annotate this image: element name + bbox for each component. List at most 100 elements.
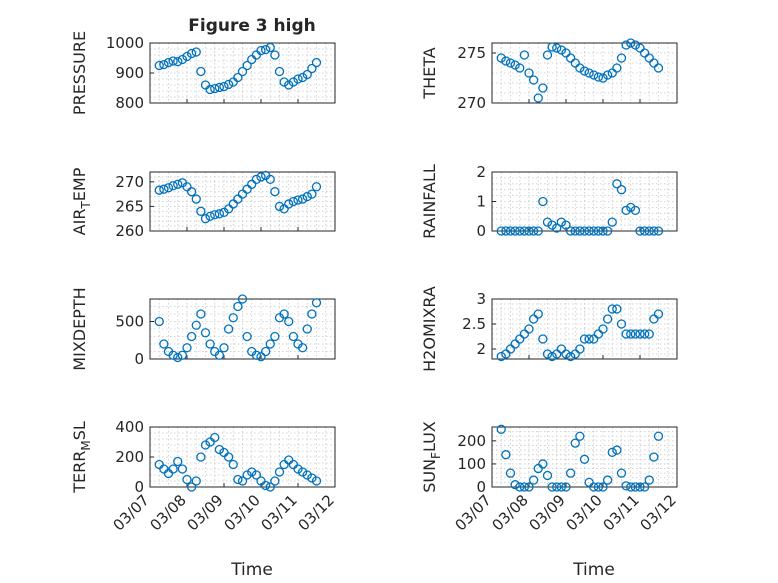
data-point [311,476,322,486]
subplot-mixdepth: 0 500 MIXDEPTH [70,287,336,371]
data-point [233,474,243,485]
data-point [297,194,308,204]
data-point [251,174,262,185]
data-point [307,63,317,74]
data-point [575,226,585,236]
data-point [616,53,627,63]
x-tick-label: 03/12 [637,491,680,534]
subplot-h2omixra: 2 2.5 3 H2OMIXRA [420,286,678,372]
data-point [168,181,178,191]
data-point [205,211,215,221]
data-point [616,185,627,195]
data-point [182,474,192,485]
y-tick-label: 100 [457,455,486,473]
data-point [519,50,530,60]
data-point [644,475,654,485]
data-point [496,226,506,236]
data-point [579,454,590,464]
data-point [635,482,645,492]
x-tick-label: 03/12 [295,491,338,534]
subplot-theta: 270 275 THETA [420,38,678,112]
data-point [154,60,164,71]
data-point [186,482,197,492]
y-axis-label: RAINFALL [420,164,439,239]
y-axis-label: SUNFLUX [420,421,443,493]
data-point [233,72,243,83]
data-point [565,351,576,362]
data-point [223,79,234,90]
data-point [154,316,164,327]
data-point [501,226,511,236]
data-point [538,196,548,207]
data-point [616,319,627,329]
data-point [547,42,557,52]
data-point [579,66,590,76]
data-point [533,226,543,236]
data-point [612,304,622,314]
x-tick-label: 03/07 [452,491,495,534]
data-point [649,452,659,462]
data-point [528,226,539,236]
data-point [579,226,590,236]
y-axis-label: THETA [420,47,439,99]
data-point [237,189,248,199]
data-point [552,223,562,233]
data-point [626,329,636,339]
data-point [311,57,322,68]
data-point [200,328,211,338]
data-point [265,339,275,349]
data-point [163,183,174,193]
data-point [565,226,576,236]
y-tick-label: 260 [115,222,144,240]
data-point [533,463,543,474]
data-point [589,70,599,80]
data-point [607,447,617,458]
data-point [528,475,539,485]
data-point [228,199,238,209]
x-axis-title-right: Time [572,560,615,580]
data-point [200,440,211,450]
data-point [593,72,604,82]
data-point [496,53,506,63]
x-tick-label: 03/08 [489,491,532,534]
data-point [542,470,553,481]
data-point [247,179,257,189]
data-point [182,182,192,192]
data-point [265,174,275,185]
data-point [602,226,613,236]
data-point [219,343,229,353]
data-point [575,344,585,354]
data-point [584,68,594,78]
axes-frame [149,298,336,360]
subplot-rainfall: 0 1 2 RAINFALL [420,163,678,240]
data-point [524,324,534,334]
x-tick-label: 03/10 [221,491,264,534]
data-point [542,217,553,227]
data-point [173,56,183,67]
y-tick-label: 900 [115,64,144,82]
data-point [237,66,248,77]
data-point [598,482,608,492]
data-point [598,324,608,334]
data-point [515,482,525,492]
data-point [186,187,197,197]
y-axis-label: H2OMIXRA [420,286,439,372]
data-point [293,464,303,474]
axes-frame [149,171,336,232]
data-point [260,44,271,55]
data-point [302,191,312,202]
data-point [196,309,206,319]
axes-frame [491,426,678,488]
data-point [598,73,608,83]
data-point [191,194,201,204]
x-axis-title-left: Time [230,560,273,580]
y-tick-label: 2 [476,163,486,181]
data-point [565,53,576,63]
figure-title: Figure 3 high [188,16,316,36]
data-point [519,226,530,236]
y-tick-label: 3 [476,290,486,308]
data-point [284,80,294,90]
data-point [570,226,580,236]
x-tick-label: 03/07 [110,491,153,534]
data-point [589,226,599,236]
